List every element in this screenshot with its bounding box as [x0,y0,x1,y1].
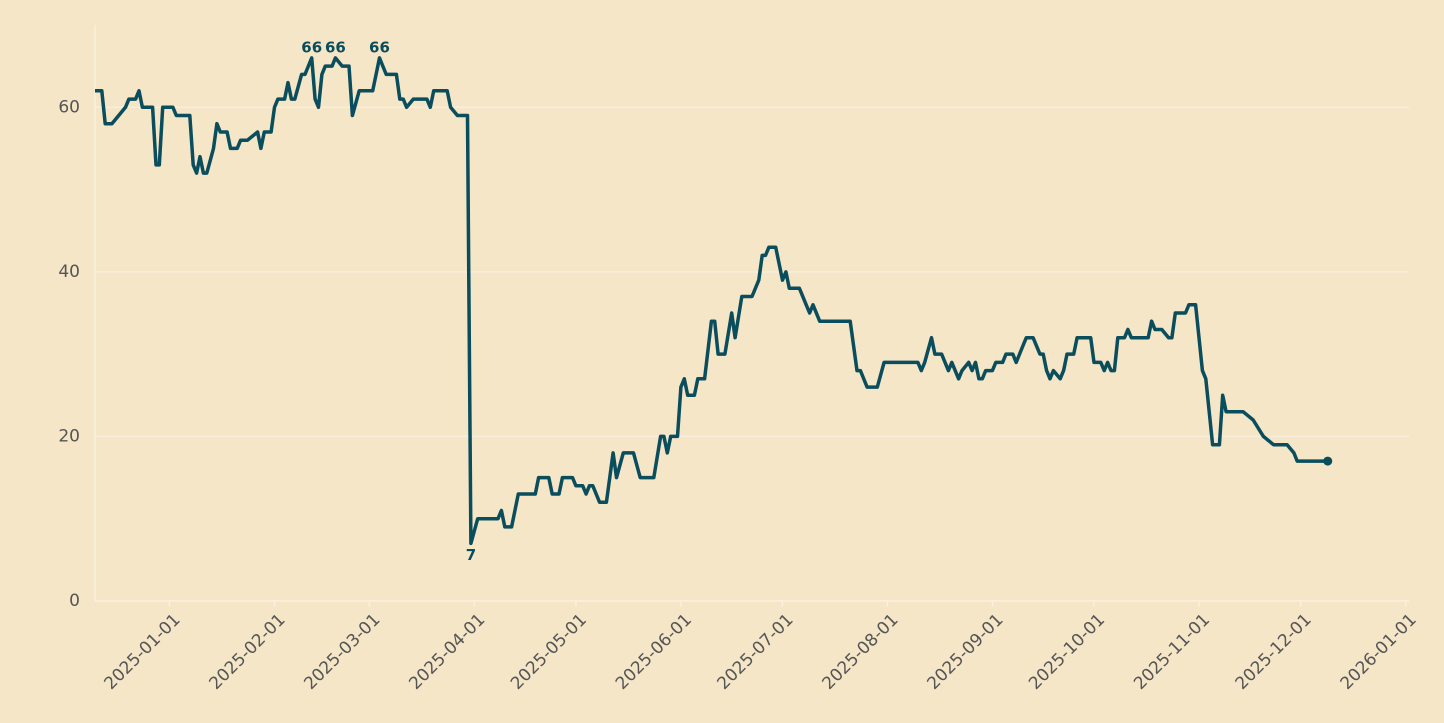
x-tick-label: 2025-08-01 [819,610,903,694]
x-tick-label: 2025-05-01 [507,610,591,694]
x-tick-label: 2025-11-01 [1130,610,1214,694]
x-tick-label: 2025-02-01 [206,610,290,694]
x-tick-label: 2025-04-01 [405,610,489,694]
annotation: 7 [466,546,476,564]
x-tick-label: 2025-09-01 [924,610,1008,694]
x-tick-label: 2025-03-01 [300,610,384,694]
x-tick-label: 2026-01-01 [1337,610,1421,694]
y-tick-label: 40 [58,262,80,282]
y-tick-label: 0 [69,591,80,611]
end-marker [1323,456,1333,466]
x-tick-label: 2025-07-01 [714,610,798,694]
line [95,56,1328,546]
annotation: 66 [325,38,346,56]
annotation: 66 [301,38,322,56]
x-tick-label: 2025-10-01 [1025,610,1109,694]
y-tick-label: 60 [58,97,80,117]
annotation: 66 [369,38,390,56]
x-tick-label: 2025-01-01 [101,610,185,694]
y-tick-label: 20 [58,426,80,446]
x-tick-label: 2025-06-01 [612,610,696,694]
x-tick-label: 2025-12-01 [1232,610,1316,694]
